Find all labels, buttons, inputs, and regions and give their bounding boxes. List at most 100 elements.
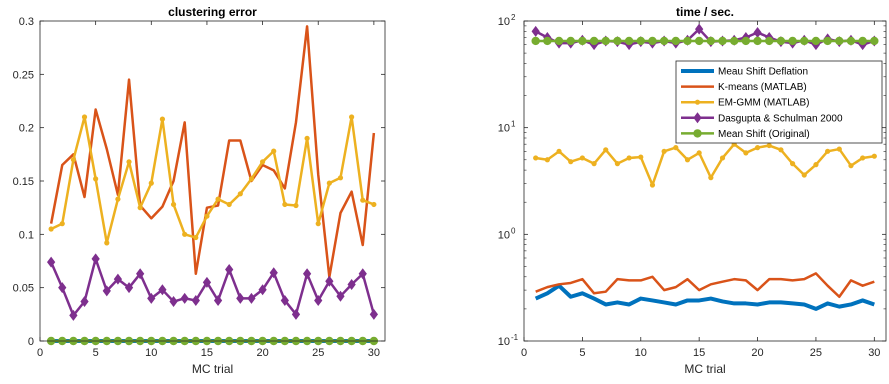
data-point-emgmm	[115, 196, 121, 202]
data-point-dasgupta	[202, 276, 212, 288]
data-point-ms	[601, 36, 610, 46]
data-point-emgmm	[326, 180, 332, 186]
data-point-emgmm	[801, 172, 807, 178]
data-point-emgmm	[337, 175, 344, 181]
data-point-emgmm	[204, 213, 210, 219]
data-point-emgmm	[360, 197, 366, 203]
data-point-emgmm	[248, 176, 255, 182]
data-point-emgmm	[237, 191, 243, 197]
legend-entry-dasgupta: Dasgupta & Schulman 2000	[718, 113, 843, 124]
legend-entry-ms: Mean Shift (Original)	[718, 129, 810, 140]
data-point-emgmm	[860, 155, 866, 161]
data-point-ms	[694, 36, 704, 46]
x-tick-label: 25	[810, 347, 822, 359]
y-tick-exponent: 1	[511, 120, 516, 129]
data-point-emgmm	[215, 196, 221, 202]
data-point-ms	[624, 36, 634, 46]
x-tick-label: 20	[751, 347, 763, 359]
data-point-ms	[578, 36, 587, 46]
data-point-dasgupta	[269, 267, 278, 279]
series-line-dasgupta	[49, 257, 376, 317]
data-point-ms	[729, 36, 739, 46]
data-point-dasgupta	[247, 292, 256, 304]
data-point-emgmm	[159, 116, 166, 122]
data-point-emgmm	[533, 155, 539, 161]
data-point-emgmm	[148, 180, 154, 186]
data-point-emgmm	[825, 148, 831, 154]
data-point-emgmm	[673, 145, 679, 151]
legend-marker-emgmm	[694, 99, 701, 105]
y-tick-label: 0	[28, 336, 34, 348]
data-point-ms	[823, 36, 832, 46]
axes-box	[523, 20, 887, 342]
data-point-dasgupta	[191, 294, 200, 306]
data-point-emgmm	[603, 147, 609, 153]
data-point-dasgupta	[291, 308, 301, 320]
data-point-ms	[589, 36, 599, 46]
y-tick-label: 0.3	[19, 16, 34, 28]
data-point-emgmm	[591, 161, 597, 167]
data-point-emgmm	[638, 154, 644, 160]
legend-entry-msd: Meau Shift Deflation	[718, 67, 808, 78]
data-point-emgmm	[70, 157, 76, 163]
x-axis-label: MC trial	[192, 362, 233, 376]
data-point-emgmm	[315, 221, 321, 227]
data-point-ms	[870, 36, 879, 46]
x-tick-label: 5	[579, 347, 585, 359]
data-point-dasgupta	[113, 273, 123, 285]
legend-entry-kmeans: K-means (MATLAB)	[718, 82, 807, 93]
data-point-dasgupta	[314, 294, 323, 306]
data-point-dasgupta	[280, 294, 289, 306]
data-point-ms	[636, 36, 645, 46]
y-tick-label: 0.05	[13, 283, 34, 295]
data-point-emgmm	[304, 135, 310, 141]
data-point-emgmm	[544, 157, 550, 163]
data-point-emgmm	[848, 163, 854, 169]
data-point-dasgupta	[236, 292, 245, 304]
data-point-ms	[566, 36, 575, 46]
data-point-emgmm	[579, 155, 585, 161]
y-tick-label: 0.25	[13, 69, 34, 81]
x-axis-label: MC trial	[684, 362, 725, 376]
data-point-dasgupta	[325, 275, 334, 287]
x-tick-label: 25	[312, 347, 324, 359]
x-tick-label: 10	[635, 347, 647, 359]
x-tick-label: 15	[201, 347, 213, 359]
data-point-emgmm	[81, 114, 88, 120]
data-point-ms	[613, 36, 622, 46]
data-point-dasgupta	[531, 25, 540, 37]
data-point-emgmm	[789, 161, 796, 167]
data-point-dasgupta	[47, 256, 56, 268]
data-point-ms	[811, 36, 821, 46]
data-point-emgmm	[626, 155, 632, 161]
x-tick-label: 10	[145, 347, 157, 359]
legend-entry-emgmm: EM-GMM (MATLAB)	[718, 98, 809, 109]
data-point-emgmm	[193, 234, 199, 241]
y-tick-label: 0.2	[19, 123, 34, 135]
y-tick-label: 0.15	[13, 176, 34, 188]
data-point-emgmm	[778, 147, 784, 153]
data-point-dasgupta	[102, 285, 111, 297]
data-point-emgmm	[282, 201, 288, 208]
x-tick-label: 15	[693, 347, 705, 359]
data-point-emgmm	[293, 202, 299, 209]
data-point-dasgupta	[213, 294, 223, 306]
data-point-emgmm	[696, 150, 702, 156]
axes-box	[39, 20, 386, 342]
data-point-emgmm	[871, 153, 877, 159]
data-point-emgmm	[226, 201, 232, 208]
data-point-ms	[858, 36, 867, 46]
y-tick-label: 10	[498, 16, 510, 28]
y-tick-base: 10	[498, 229, 510, 241]
data-point-emgmm	[182, 231, 188, 237]
data-point-ms	[543, 36, 552, 46]
data-point-ms	[765, 36, 774, 46]
data-point-emgmm	[556, 148, 562, 154]
data-point-emgmm	[754, 145, 761, 151]
x-tick-label: 5	[93, 347, 99, 359]
x-tick-label: 0	[521, 347, 527, 359]
data-point-dasgupta	[136, 268, 145, 280]
data-point-dasgupta	[91, 253, 100, 265]
data-point-emgmm	[271, 148, 277, 154]
